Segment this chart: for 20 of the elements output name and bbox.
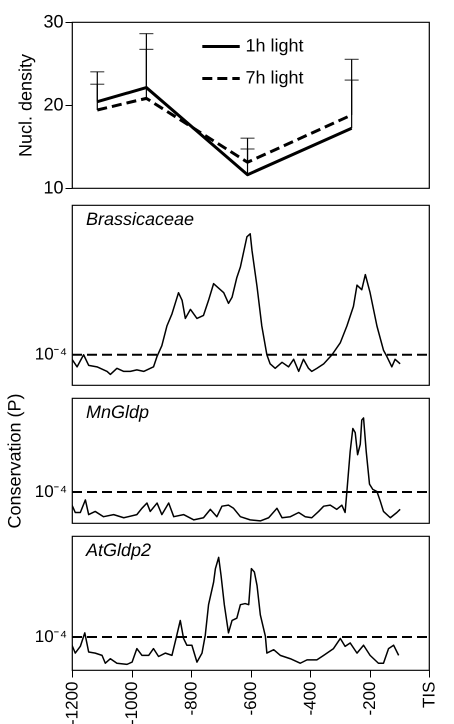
x-tick-label: -400 bbox=[300, 682, 320, 716]
y-axis-title: Nucl. density bbox=[15, 54, 36, 158]
ref-line-label: 10⁻⁴ bbox=[34, 344, 67, 364]
y-tick-label: 20 bbox=[43, 94, 64, 114]
x-tick-label: TIS bbox=[420, 682, 438, 708]
legend-label: 1h light bbox=[246, 36, 304, 56]
ref-line-label: 10⁻⁴ bbox=[34, 627, 67, 646]
y-tick-label: 10 bbox=[43, 178, 64, 198]
ref-line-label: 10⁻⁴ bbox=[34, 482, 67, 502]
annotation: MnGldp bbox=[86, 402, 150, 422]
x-tick-label: -200 bbox=[360, 682, 379, 716]
y-tick-label: 30 bbox=[43, 12, 64, 32]
x-tick-label: -1000 bbox=[122, 682, 141, 724]
x-tick-label: -600 bbox=[241, 682, 260, 716]
x-tick-label: -800 bbox=[182, 682, 200, 716]
y-axis-title: Conservation (P) bbox=[4, 393, 24, 529]
annotation: AtGldp2 bbox=[85, 540, 152, 560]
legend-label: 7h light bbox=[246, 68, 304, 88]
x-tick-label: -1200 bbox=[62, 682, 82, 724]
text: Brassicaceae bbox=[86, 209, 194, 229]
